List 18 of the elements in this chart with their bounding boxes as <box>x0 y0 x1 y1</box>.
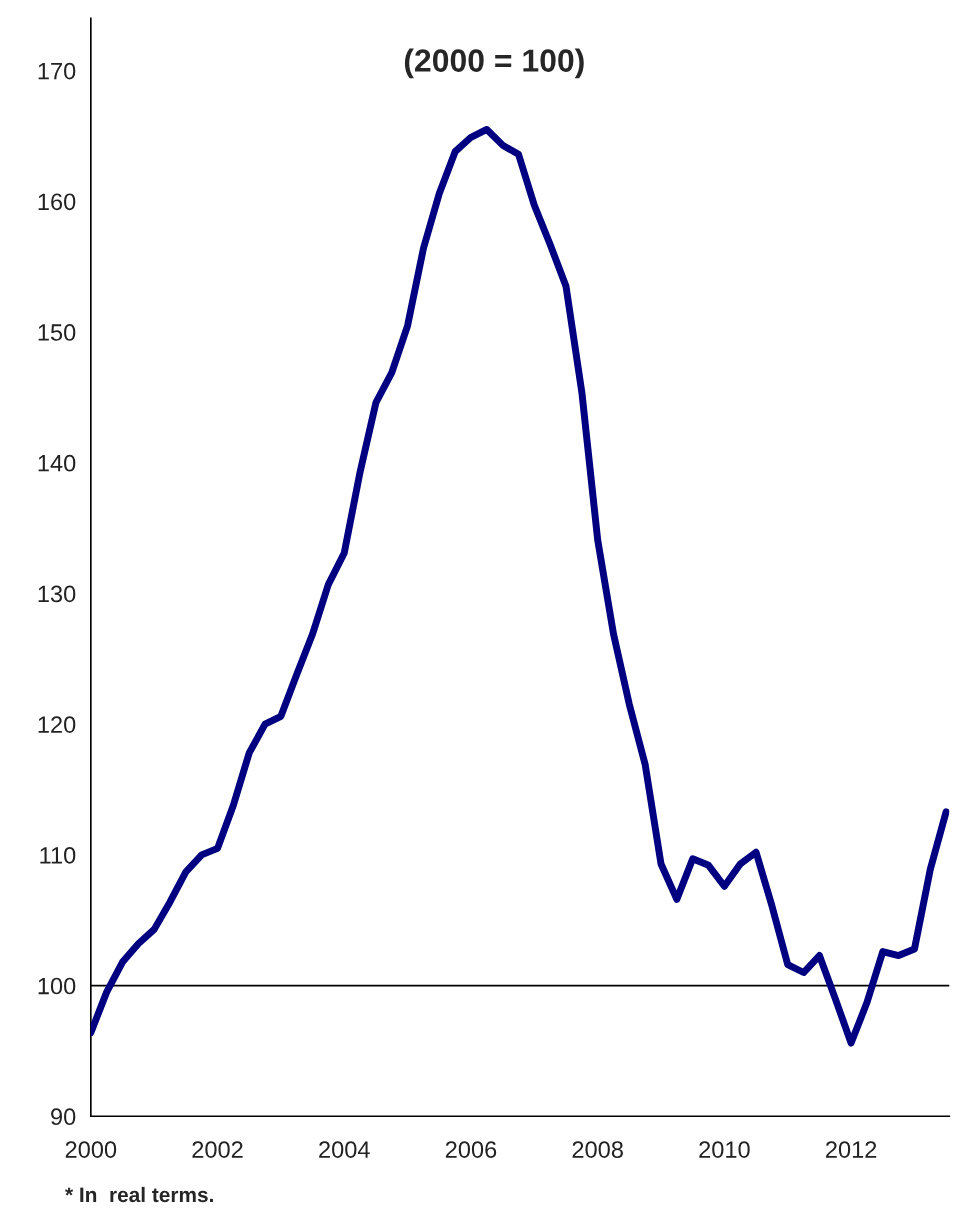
y-tick-label: 90 <box>51 1108 76 1126</box>
x-tick-label: 2006 <box>445 1141 497 1158</box>
y-tick-label: 120 <box>38 716 76 733</box>
x-tick-label: 2000 <box>65 1141 117 1158</box>
x-tick-label: 2008 <box>572 1141 623 1158</box>
text: * In real terms. <box>65 1186 213 1203</box>
text: (2000 = 100) <box>404 48 584 79</box>
x-tick-label: 2010 <box>699 1141 750 1158</box>
x-tick-label: 2012 <box>826 1141 877 1158</box>
y-tick-label: 140 <box>38 454 76 472</box>
y-tick-label: 130 <box>38 585 76 603</box>
x-tick-label: 2004 <box>319 1141 370 1158</box>
y-tick-label: 100 <box>38 977 76 995</box>
y-tick-label: 110 <box>40 846 76 864</box>
y-tick-label: 160 <box>38 193 76 211</box>
y-tick-label: 170 <box>38 62 76 80</box>
x-tick-label: 2002 <box>192 1141 243 1158</box>
y-tick-label: 150 <box>38 324 76 341</box>
